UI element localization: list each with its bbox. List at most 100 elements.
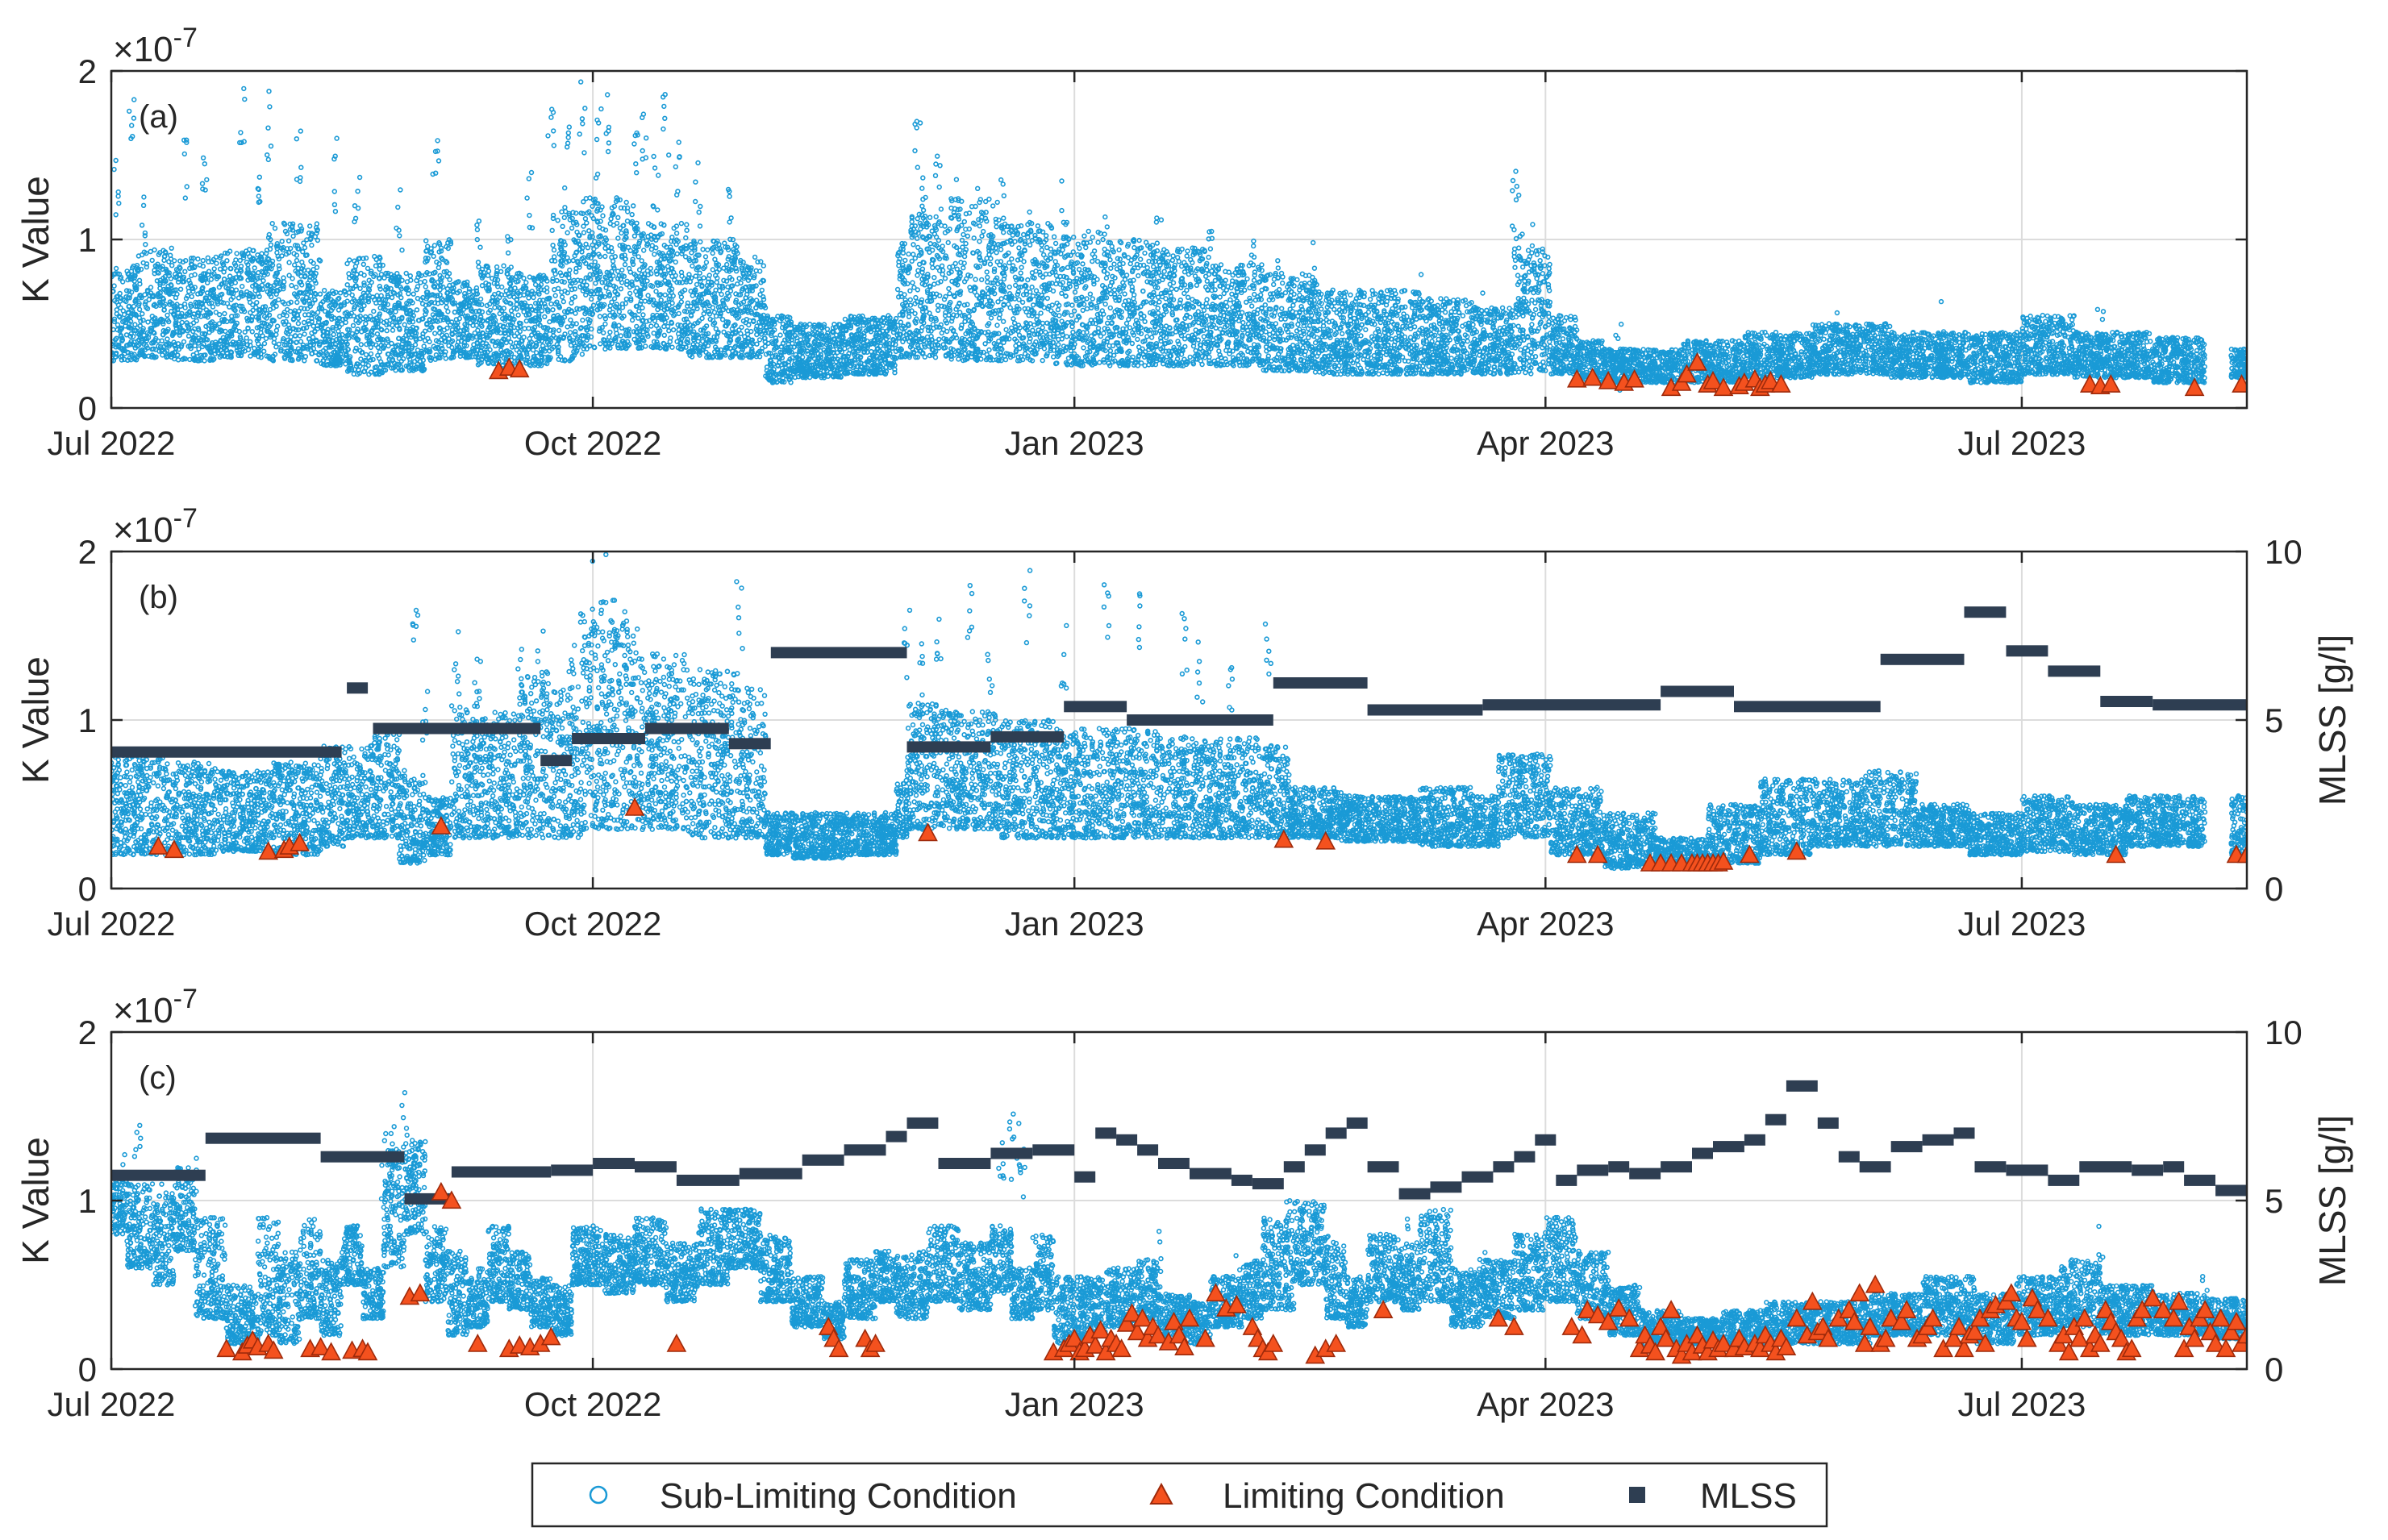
sub-point (369, 341, 376, 347)
sub-point (291, 316, 297, 322)
sub-point (281, 279, 287, 285)
sub-point (276, 341, 282, 347)
sub-point (238, 335, 244, 342)
sub-point (314, 358, 319, 364)
sub-point (159, 348, 165, 354)
sub-point (253, 305, 259, 310)
sub-point (301, 298, 306, 304)
sub-point (198, 273, 204, 279)
sub-point (190, 256, 197, 261)
sub-point (253, 282, 259, 289)
sub-point (289, 282, 294, 289)
sub-point (221, 269, 227, 275)
sub-point (365, 332, 370, 339)
sub-point (352, 298, 358, 304)
sub-point (120, 279, 126, 285)
sub-point (312, 234, 318, 239)
sub-point (269, 262, 276, 268)
sub-point (205, 314, 210, 320)
sub-point (180, 276, 186, 281)
sub-point (260, 333, 265, 339)
sub-point (179, 319, 185, 326)
sub-point (155, 264, 160, 269)
sub-point (202, 358, 207, 364)
sub-point (350, 285, 356, 292)
sub-point (343, 319, 348, 326)
sub-point (166, 318, 172, 325)
sub-point (262, 259, 269, 265)
sub-point (133, 313, 140, 318)
sub-point (325, 295, 331, 301)
sub-point (369, 268, 374, 274)
sub-point (259, 323, 265, 329)
sub-point (182, 356, 189, 362)
sub-point (295, 315, 302, 322)
sub-point (335, 307, 342, 313)
sub-point (187, 309, 193, 314)
sub-point (345, 347, 351, 352)
sub-point (148, 248, 153, 255)
sub-point (389, 340, 394, 347)
sub-point (363, 255, 369, 261)
sub-point (421, 343, 427, 349)
sub-point (132, 345, 139, 351)
sub-point (270, 305, 277, 311)
sub-point (210, 304, 216, 310)
sub-point (191, 335, 197, 341)
sub-point (270, 353, 276, 359)
sub-point (319, 323, 325, 328)
sub-point (274, 241, 280, 247)
sub-point (358, 307, 364, 313)
sub-point (251, 272, 257, 277)
sub-point (300, 342, 306, 348)
sub-point (135, 338, 141, 344)
sub-point (301, 319, 307, 326)
sub-point (208, 356, 214, 363)
sub-point (252, 265, 257, 271)
sub-point (349, 299, 355, 305)
sub-point (160, 332, 166, 338)
sub-point (224, 258, 230, 264)
sub-point (190, 328, 196, 335)
sub-point (266, 312, 273, 318)
sub-point (403, 270, 409, 277)
sub-point (290, 276, 295, 281)
sub-point (259, 282, 265, 288)
sub-point (294, 349, 300, 356)
sub-point (281, 286, 286, 292)
sub-point (211, 356, 217, 362)
sub-point (195, 326, 202, 331)
sub-point (362, 357, 369, 364)
sub-point (307, 301, 313, 307)
sub-point (184, 320, 190, 326)
sub-point (308, 258, 314, 264)
sub-point (216, 285, 223, 290)
sub-point (378, 359, 384, 364)
sub-point (384, 361, 390, 367)
sub-point (177, 258, 183, 264)
sub-point (260, 277, 266, 284)
sub-point (306, 230, 312, 236)
sub-point (195, 313, 202, 318)
sub-point (202, 271, 208, 277)
sub-point (164, 269, 170, 275)
sub-point (343, 361, 348, 367)
sub-point (281, 354, 287, 360)
sub-point (294, 299, 300, 306)
sub-point (141, 352, 147, 359)
sub-point (245, 262, 251, 268)
sub-point (206, 268, 212, 274)
sub-point (309, 242, 315, 248)
sub-point (298, 289, 304, 296)
sub-point (335, 315, 342, 322)
sub-point (285, 331, 291, 337)
sub-point (111, 316, 118, 322)
sub-point (283, 318, 289, 324)
sub-point (113, 352, 119, 357)
sub-point (331, 361, 336, 367)
sub-point (125, 357, 131, 363)
sub-point (228, 354, 234, 360)
sub-point (221, 346, 227, 352)
sub-point (352, 367, 357, 373)
sub-point (219, 299, 224, 305)
